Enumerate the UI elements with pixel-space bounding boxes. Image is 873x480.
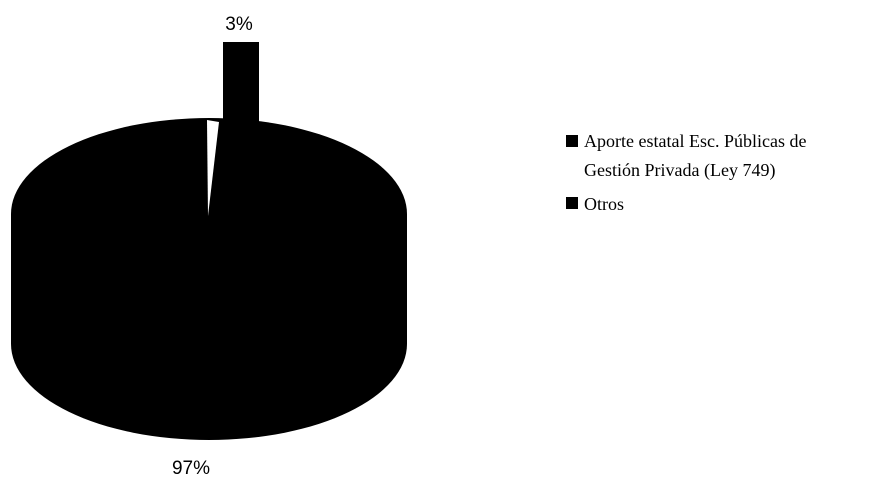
- legend-label-otros: Otros: [584, 194, 624, 214]
- legend-label-aporte-estatal-line-2: Gestión Privada (Ley 749): [584, 160, 775, 181]
- pie-plot-area: [11, 42, 407, 440]
- data-label-otros: 97%: [172, 458, 210, 479]
- legend-swatch-aporte-estatal: [566, 135, 578, 147]
- legend-swatch-otros: [566, 197, 578, 209]
- legend: Aporte estatal Esc. Públicas de Gestión …: [566, 131, 806, 214]
- legend-item-aporte-estatal: Aporte estatal Esc. Públicas de Gestión …: [566, 131, 806, 181]
- data-label-aporte-estatal: 3%: [225, 14, 253, 35]
- legend-label-aporte-estatal-line-1: Aporte estatal Esc. Públicas de: [584, 131, 806, 151]
- legend-item-otros: Otros: [566, 194, 624, 214]
- pie-slice-aporte-estatal: [223, 42, 259, 210]
